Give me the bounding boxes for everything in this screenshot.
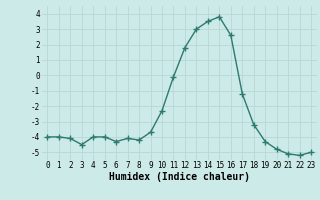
X-axis label: Humidex (Indice chaleur): Humidex (Indice chaleur) (109, 172, 250, 182)
